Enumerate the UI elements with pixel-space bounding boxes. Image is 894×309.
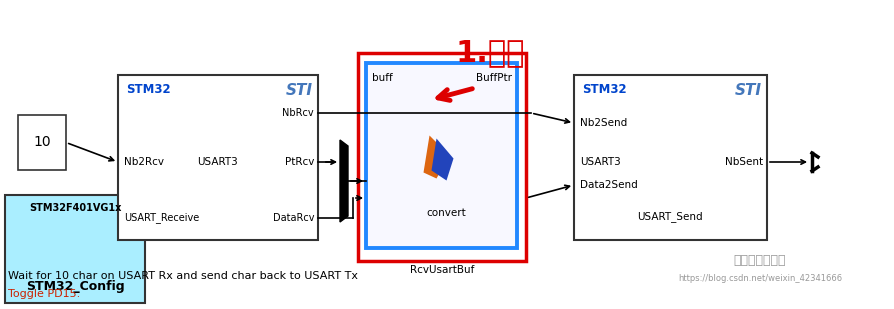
Polygon shape [340,140,348,222]
Text: NbSent: NbSent [725,157,763,167]
FancyBboxPatch shape [18,115,66,170]
FancyBboxPatch shape [366,63,517,248]
Polygon shape [424,136,450,179]
FancyBboxPatch shape [5,195,145,303]
Text: USART_Send: USART_Send [637,211,703,222]
Text: Nb2Send: Nb2Send [580,118,628,128]
Text: RcvUsartBuf: RcvUsartBuf [409,265,474,275]
FancyBboxPatch shape [118,75,318,240]
Text: STI: STI [735,83,762,98]
Text: Data2Send: Data2Send [580,180,637,190]
Text: https://blog.csdn.net/weixin_42341666: https://blog.csdn.net/weixin_42341666 [678,274,842,283]
Text: BuffPtr: BuffPtr [476,73,512,83]
Text: 10: 10 [33,136,51,150]
FancyBboxPatch shape [358,53,526,261]
Text: STM32: STM32 [582,83,627,96]
Polygon shape [432,138,453,180]
Text: USART3: USART3 [580,157,620,167]
Text: 小杨同学爱学习: 小杨同学爱学习 [734,254,786,267]
Text: NbRcv: NbRcv [283,108,314,118]
Text: DataRcv: DataRcv [273,213,314,223]
Text: PtRcv: PtRcv [284,157,314,167]
Text: STM32: STM32 [126,83,171,96]
Text: Nb2Rcv: Nb2Rcv [124,157,164,167]
Text: STM32F401VG1x: STM32F401VG1x [29,203,122,213]
Text: STM32_Config: STM32_Config [26,280,124,293]
Text: USART_Receive: USART_Receive [124,213,199,223]
Text: convert: convert [426,208,467,218]
Text: Toggle PD15.: Toggle PD15. [8,289,80,299]
Text: USART3: USART3 [198,157,239,167]
Text: buff: buff [372,73,392,83]
Text: STI: STI [286,83,313,98]
Text: 1.复制: 1.复制 [455,38,525,67]
Text: Wait for 10 char on USART Rx and send char back to USART Tx: Wait for 10 char on USART Rx and send ch… [8,271,358,281]
FancyBboxPatch shape [574,75,767,240]
